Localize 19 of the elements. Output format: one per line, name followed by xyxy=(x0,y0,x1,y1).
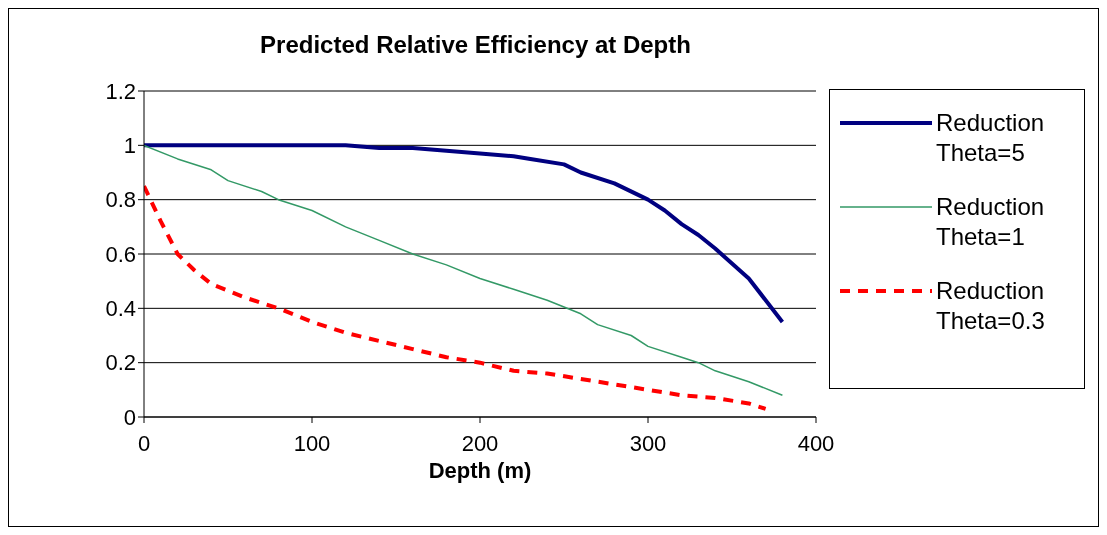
x-tick-label: 400 xyxy=(797,430,835,456)
y-tick-label: 0.4 xyxy=(105,296,136,322)
x-tick-label: 100 xyxy=(293,430,331,456)
line-series xyxy=(144,144,784,397)
chart-title: Predicted Relative Efficiency at Depth xyxy=(259,31,692,59)
y-tick-label: 0.8 xyxy=(105,187,136,213)
y-tick-label: 0.2 xyxy=(105,350,136,376)
y-tick-label: 0.6 xyxy=(105,241,136,267)
legend-label: Reduction Theta=5 xyxy=(936,108,1046,168)
legend-label: Reduction Theta=0.3 xyxy=(936,276,1046,336)
x-axis-title: Depth (m) xyxy=(428,458,532,483)
y-tick-label: 1.2 xyxy=(105,78,136,104)
line-series xyxy=(144,143,785,324)
y-tick-label: 0 xyxy=(123,404,136,430)
legend-label: Reduction Theta=1 xyxy=(936,192,1046,252)
x-tick-label: 200 xyxy=(461,430,499,456)
y-tick-label: 1 xyxy=(123,133,136,159)
x-tick-label: 300 xyxy=(629,430,667,456)
line-series xyxy=(144,184,768,411)
